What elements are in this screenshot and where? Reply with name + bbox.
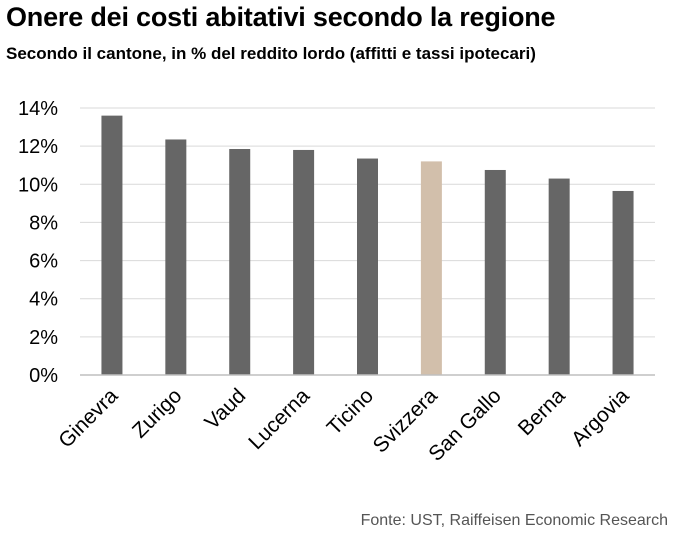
x-tick-label: Berna <box>514 384 570 440</box>
x-tick-label: Argovia <box>567 384 634 451</box>
bar-vaud <box>229 149 251 375</box>
x-tick-label: Ticino <box>323 384 378 439</box>
bar-zurigo <box>165 139 187 375</box>
y-tick-label: 6% <box>29 251 58 273</box>
y-tick-label: 10% <box>18 174 58 196</box>
x-tick-label: Ginevra <box>54 384 122 452</box>
chart-title: Onere dei costi abitativi secondo la reg… <box>6 2 556 32</box>
y-tick-label: 12% <box>18 136 58 158</box>
y-tick-label: 14% <box>18 98 58 120</box>
x-tick-label: Vaud <box>200 384 250 434</box>
bars <box>101 115 634 375</box>
bar-argovia <box>612 190 634 375</box>
y-axis-ticks: 0% 2% 4% 6% 8% 10% 12% 14% <box>18 98 58 387</box>
y-tick-label: 4% <box>29 289 58 311</box>
source-note: Fonte: UST, Raiffeisen Economic Research <box>360 512 668 529</box>
x-tick-label: Zurigo <box>128 384 186 442</box>
bar-ginevra <box>101 115 123 375</box>
y-tick-label: 2% <box>29 327 58 349</box>
bar-ticino <box>357 158 378 375</box>
y-tick-label: 0% <box>29 365 58 387</box>
bar-san-gallo <box>484 169 506 375</box>
y-tick-label: 8% <box>29 212 58 234</box>
x-tick-label: Lucerna <box>244 384 314 454</box>
bar-svizzera <box>420 161 442 375</box>
chart-subtitle: Secondo il cantone, in % del reddito lor… <box>6 44 536 63</box>
bar-lucerna <box>293 149 315 375</box>
bar-berna <box>548 178 570 375</box>
